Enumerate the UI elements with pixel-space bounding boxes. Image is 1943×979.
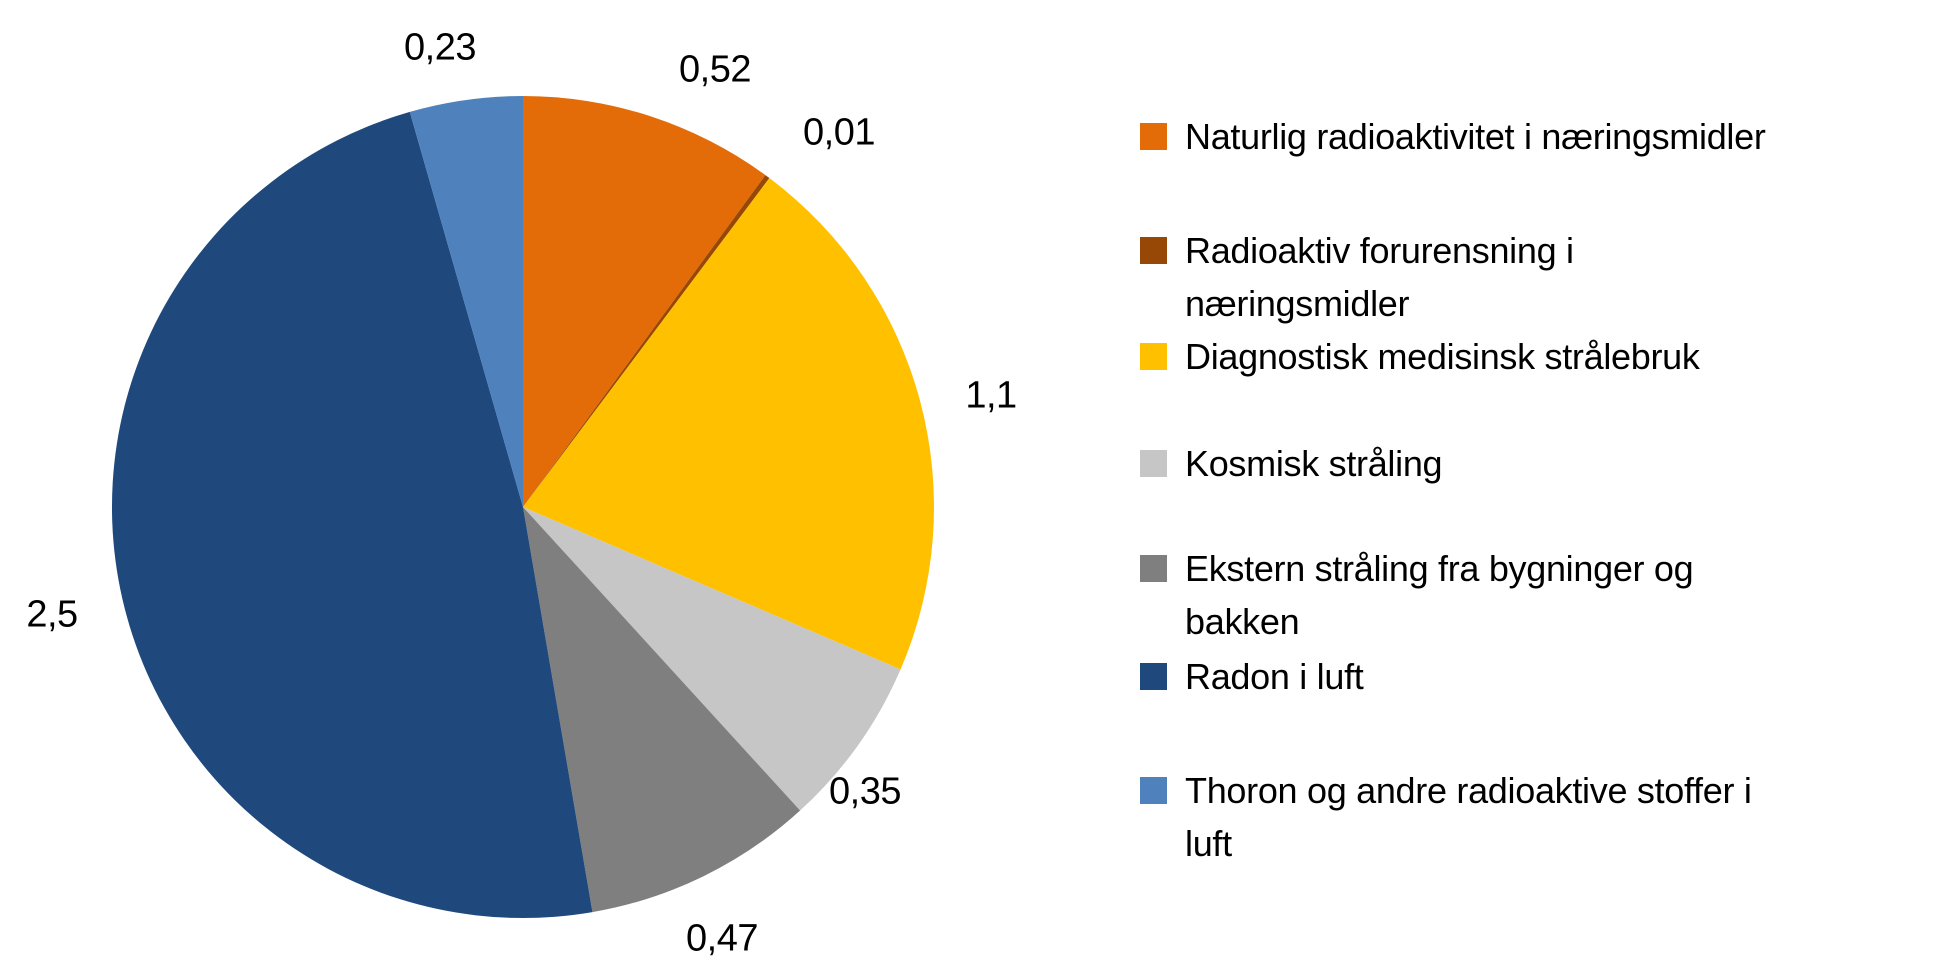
legend-line: Naturlig radioaktivitet i næringsmidler bbox=[1185, 116, 1766, 157]
legend-line: næringsmidler bbox=[1185, 283, 1410, 324]
legend-swatch-thoron-icon bbox=[1140, 777, 1167, 804]
pie-slice-3 bbox=[523, 507, 901, 811]
data-label-diagnostisk: 1,1 bbox=[965, 374, 1017, 417]
legend-item-label: Naturlig radioaktivitet i næringsmidler bbox=[1185, 110, 1766, 163]
legend-item-kosmisk: Kosmisk stråling bbox=[1140, 437, 1940, 490]
legend-item-label: Radon i luft bbox=[1185, 650, 1364, 703]
data-label-ekstern: 0,47 bbox=[686, 917, 758, 960]
data-label-forurensning: 0,01 bbox=[803, 111, 875, 154]
data-label-kosmisk: 0,35 bbox=[829, 770, 901, 813]
legend-item-label: Kosmisk stråling bbox=[1185, 437, 1443, 490]
legend-item-thoron: Thoron og andre radioaktive stoffer i lu… bbox=[1140, 764, 1940, 870]
pie-slice-5 bbox=[111, 111, 593, 919]
legend-item-diagnostisk: Diagnostisk medisinsk strålebruk bbox=[1140, 330, 1940, 383]
legend-line: Kosmisk stråling bbox=[1185, 443, 1443, 484]
legend-line: Ekstern stråling fra bygninger og bbox=[1185, 548, 1694, 589]
legend-line: luft bbox=[1185, 823, 1232, 864]
legend-item-label: Radioaktiv forurensning i næringsmidler bbox=[1185, 224, 1574, 330]
legend-item-label: Thoron og andre radioaktive stoffer i lu… bbox=[1185, 764, 1752, 870]
data-label-thoron: 0,23 bbox=[404, 26, 476, 69]
pie-slice-1 bbox=[523, 175, 770, 507]
legend-swatch-kosmisk-icon bbox=[1140, 450, 1167, 477]
pie-slice-0 bbox=[523, 96, 766, 507]
legend-line: Diagnostisk medisinsk strålebruk bbox=[1185, 336, 1700, 377]
legend-swatch-diagnostisk-icon bbox=[1140, 343, 1167, 370]
legend-item-label: Ekstern stråling fra bygninger og bakken bbox=[1185, 542, 1694, 648]
pie-slice-6 bbox=[409, 96, 523, 507]
pie-slice-2 bbox=[523, 178, 934, 670]
legend-line: Thoron og andre radioaktive stoffer i bbox=[1185, 770, 1752, 811]
legend-swatch-ekstern-icon bbox=[1140, 555, 1167, 582]
legend-line: bakken bbox=[1185, 601, 1300, 642]
pie-slice-4 bbox=[523, 507, 801, 913]
legend-item-radon: Radon i luft bbox=[1140, 650, 1940, 703]
legend-line: Radon i luft bbox=[1185, 656, 1364, 697]
legend-swatch-radon-icon bbox=[1140, 663, 1167, 690]
data-label-naturlig: 0,52 bbox=[679, 48, 751, 91]
legend-item-naturlig: Naturlig radioaktivitet i næringsmidler bbox=[1140, 110, 1940, 163]
data-label-radon: 2,5 bbox=[26, 593, 78, 636]
legend-swatch-naturlig-icon bbox=[1140, 123, 1167, 150]
legend-item-forurensning: Radioaktiv forurensning i næringsmidler bbox=[1140, 224, 1940, 330]
legend-item-ekstern: Ekstern stråling fra bygninger og bakken bbox=[1140, 542, 1940, 648]
legend-swatch-forurensning-icon bbox=[1140, 237, 1167, 264]
legend-item-label: Diagnostisk medisinsk strålebruk bbox=[1185, 330, 1700, 383]
legend-line: Radioaktiv forurensning i bbox=[1185, 230, 1574, 271]
